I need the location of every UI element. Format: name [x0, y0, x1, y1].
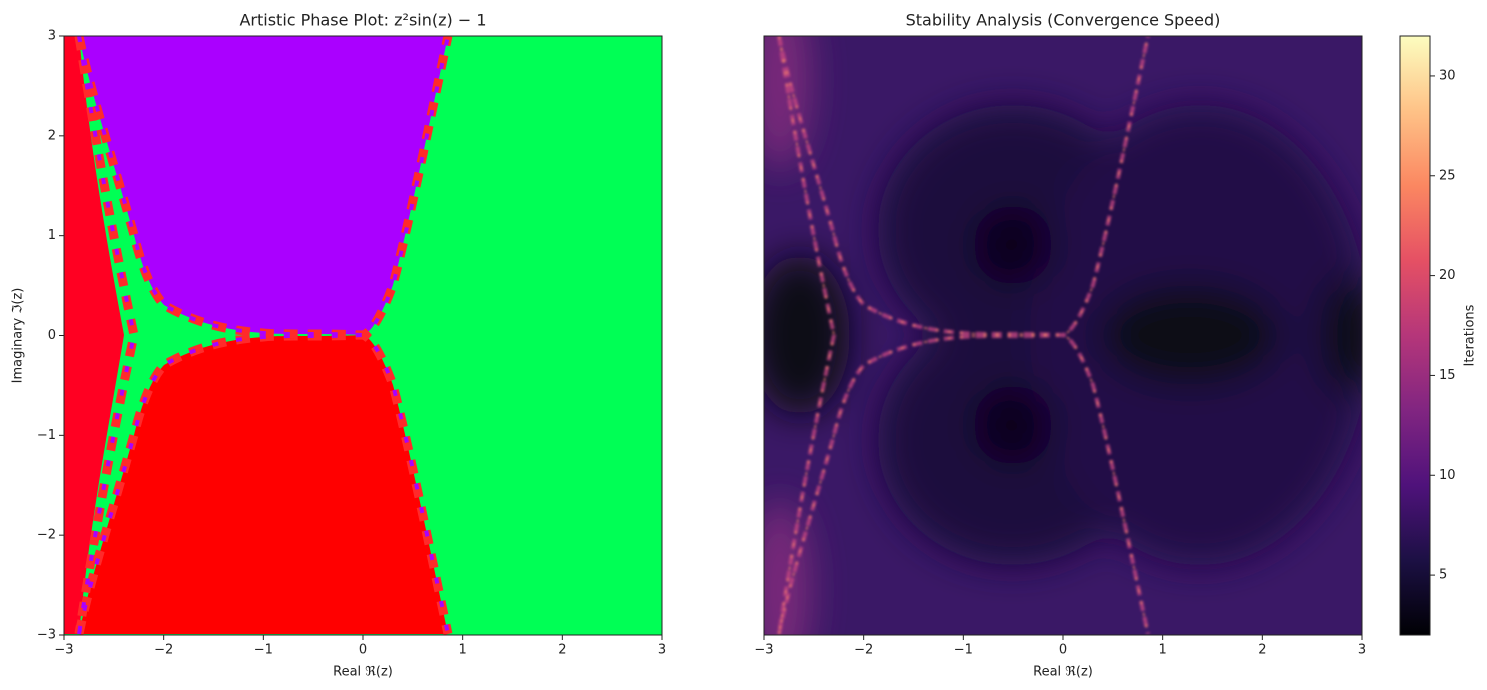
x-tick-label: −3	[754, 643, 773, 658]
colorbar-tick-label: 30	[1439, 68, 1456, 83]
x-tick-label: −2	[854, 643, 873, 658]
chart-title: Stability Analysis (Convergence Speed)	[906, 11, 1221, 30]
y-tick-label: −2	[37, 528, 56, 543]
colorbar-label: Iterations	[1463, 304, 1478, 366]
colorbar	[1399, 35, 1431, 636]
x-tick-label: 2	[1258, 643, 1266, 658]
x-tick-label: −1	[254, 643, 273, 658]
y-tick-label: −1	[37, 428, 56, 443]
y-axis-label: Imaginary ℑ(z)	[11, 288, 26, 384]
colorbar-tick-label: 20	[1439, 268, 1456, 283]
chart-title: Artistic Phase Plot: z²sin(z) − 1	[239, 11, 486, 30]
x-tick-label: 3	[1358, 643, 1366, 658]
y-tick-label: −3	[37, 628, 56, 643]
colorbar-tick-label: 25	[1439, 168, 1456, 183]
basin-purple	[79, 36, 448, 335]
x-tick-label: −2	[154, 643, 173, 658]
x-tick-label: 2	[558, 643, 566, 658]
x-axis-label: Real ℜ(z)	[333, 665, 393, 680]
y-tick-label: 2	[48, 128, 56, 143]
x-tick-label: 0	[1059, 643, 1067, 658]
y-tick-label: 0	[48, 328, 56, 343]
phase-image	[64, 36, 662, 635]
x-tick-label: 1	[1159, 643, 1167, 658]
x-tick-label: −1	[954, 643, 973, 658]
x-tick-label: 0	[359, 643, 367, 658]
colorbar-tick-label: 5	[1439, 568, 1447, 583]
x-tick-label: 3	[658, 643, 666, 658]
colorbar-tick-label: 10	[1439, 468, 1456, 483]
y-tick-label: 3	[48, 29, 56, 44]
heat-shading	[764, 36, 1362, 635]
y-tick-label: 1	[48, 228, 56, 243]
x-tick-label: 1	[459, 643, 467, 658]
x-axis-label: Real ℜ(z)	[1033, 665, 1093, 680]
colorbar-tick-label: 15	[1439, 368, 1456, 383]
basin-red-left	[64, 36, 124, 634]
heatmap-image	[764, 36, 1362, 635]
basin-red	[79, 335, 448, 634]
x-tick-label: −3	[54, 643, 73, 658]
